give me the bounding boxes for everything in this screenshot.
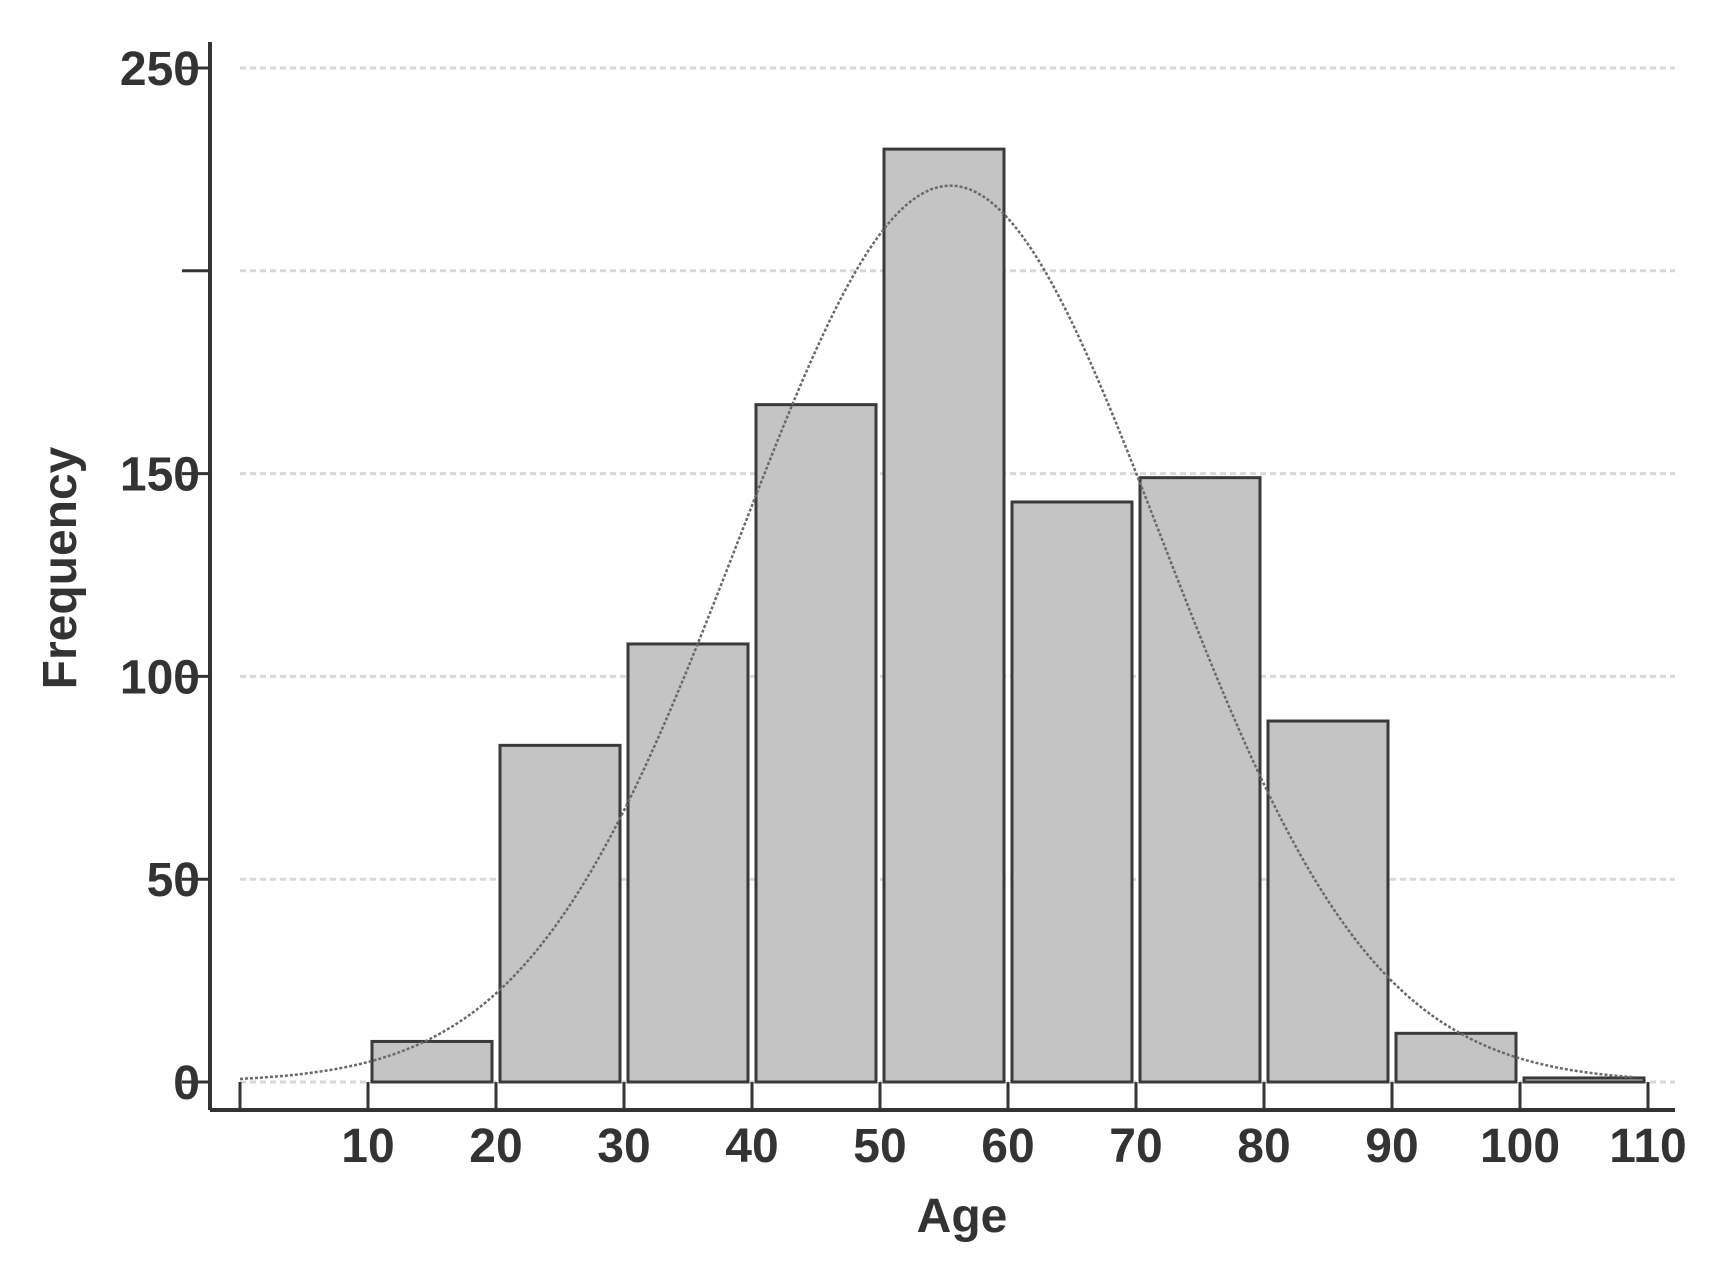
bar-60-70 <box>1010 500 1134 1084</box>
x-tick-label-50: 50 <box>853 1120 906 1173</box>
tick-labels: 0 50 100 150 250 10 20 30 40 50 60 70 80 90 100 110 <box>120 43 1687 1173</box>
x-tick-label-110: 110 <box>1609 1120 1686 1173</box>
axes <box>182 42 1675 1112</box>
x-tick-label-70: 70 <box>1109 1120 1162 1173</box>
bar-10-20 <box>370 1039 494 1084</box>
x-tick-label-60: 60 <box>981 1120 1034 1173</box>
y-tick-label-100: 100 <box>120 651 200 704</box>
bar-20-30 <box>498 743 622 1084</box>
x-tick-label-30: 30 <box>597 1120 650 1173</box>
histogram-bars <box>370 147 1646 1084</box>
x-tick-label-20: 20 <box>469 1120 522 1173</box>
y-tick-label-50: 50 <box>147 854 200 907</box>
bar-40-50 <box>754 403 878 1084</box>
x-tick-label-40: 40 <box>725 1120 778 1173</box>
bar-50-60 <box>882 147 1006 1084</box>
x-tick-label-90: 90 <box>1365 1120 1418 1173</box>
bar-90-100 <box>1394 1031 1518 1084</box>
normal-fit-curve-layer <box>239 184 1636 1081</box>
x-tick-label-80: 80 <box>1237 1120 1290 1173</box>
y-tick-label-250: 250 <box>120 43 200 96</box>
y-tick-label-0: 0 <box>173 1057 200 1110</box>
bar-70-80 <box>1138 476 1262 1084</box>
y-axis-title: Frequency <box>34 446 87 689</box>
bar-100-110 <box>1522 1076 1646 1084</box>
x-tick-label-100: 100 <box>1480 1120 1560 1173</box>
y-tick-label-150: 150 <box>120 449 200 502</box>
normal-fit-curve <box>239 184 1636 1081</box>
x-tick-label-10: 10 <box>341 1120 394 1173</box>
bar-30-40 <box>626 642 750 1084</box>
x-axis-title: Age <box>917 1190 1008 1243</box>
